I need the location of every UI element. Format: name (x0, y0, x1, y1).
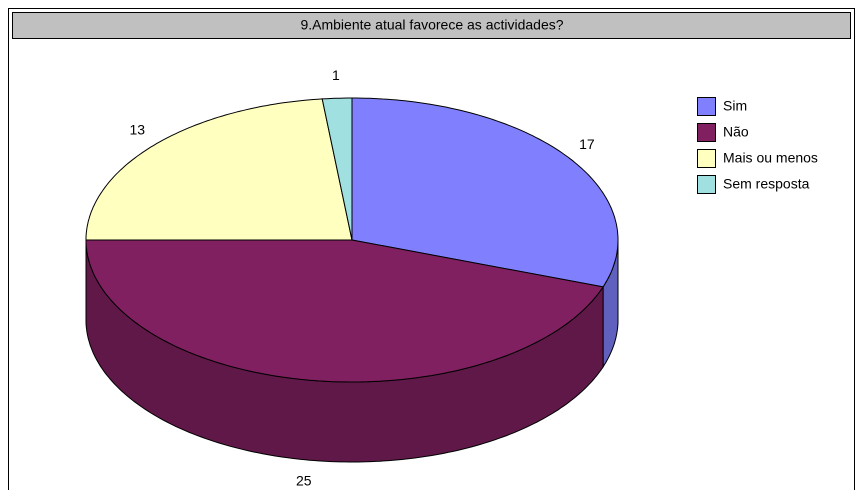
data-label: 13 (129, 121, 145, 137)
slice (85, 239, 604, 383)
legend-swatch (697, 123, 716, 142)
data-label: 1 (332, 67, 340, 83)
legend-label: Não (723, 124, 749, 140)
data-label: 25 (296, 472, 312, 488)
legend-label: Sim (723, 98, 747, 114)
legend-swatch (697, 175, 716, 194)
legend-label: Mais ou menos (723, 150, 818, 166)
legend-swatch (697, 97, 716, 116)
data-label: 17 (579, 136, 595, 152)
slice (85, 98, 353, 241)
title-bar (12, 12, 851, 39)
legend-swatch (697, 149, 716, 168)
slice (321, 97, 353, 241)
chart-title: 9.Ambiente atual favorece as actividades… (300, 17, 563, 33)
slice (351, 97, 619, 288)
legend-label: Sem resposta (723, 176, 810, 192)
